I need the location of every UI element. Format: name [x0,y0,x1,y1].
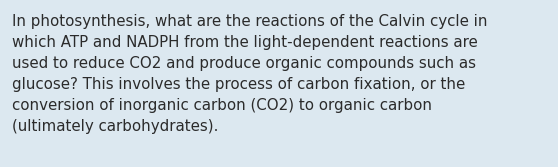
Text: In photosynthesis, what are the reactions of the Calvin cycle in
which ATP and N: In photosynthesis, what are the reaction… [12,14,488,134]
